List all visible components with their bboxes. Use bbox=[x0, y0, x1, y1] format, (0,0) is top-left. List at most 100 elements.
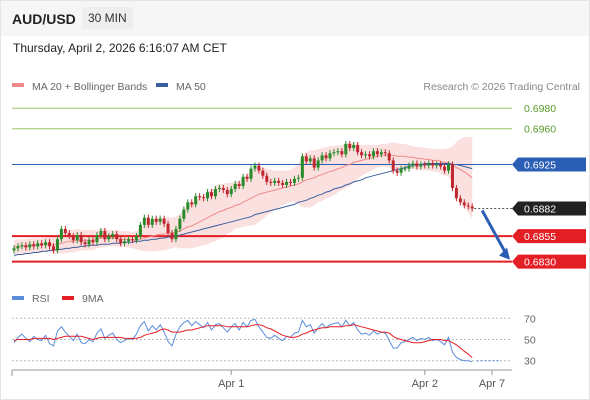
candle-body bbox=[127, 239, 131, 242]
candle-body bbox=[391, 160, 395, 171]
candle-body bbox=[411, 163, 415, 166]
forecast-arrow-shaft bbox=[480, 209, 508, 255]
candle bbox=[229, 185, 233, 198]
candle-body bbox=[304, 156, 308, 162]
candle-body bbox=[395, 170, 399, 173]
legend-label-0: MA 20 + Bollinger Bands bbox=[32, 81, 147, 93]
candle bbox=[210, 189, 213, 200]
candle-body bbox=[407, 165, 411, 169]
bollinger-band bbox=[14, 136, 473, 255]
candle-body bbox=[379, 152, 383, 155]
candle-body bbox=[182, 209, 186, 219]
candle bbox=[379, 149, 383, 158]
candle bbox=[198, 193, 202, 201]
candle-body bbox=[111, 234, 115, 237]
candle bbox=[450, 161, 454, 192]
candle-body bbox=[131, 239, 134, 241]
candle-body bbox=[269, 181, 273, 183]
legend-swatch-0 bbox=[12, 83, 24, 87]
candle bbox=[257, 162, 261, 174]
rsi-legend-swatch-1 bbox=[62, 296, 74, 300]
candle-body bbox=[285, 181, 289, 185]
candle bbox=[399, 165, 403, 176]
candle bbox=[340, 148, 344, 158]
candle-body bbox=[281, 182, 285, 185]
candle bbox=[20, 242, 24, 250]
candle bbox=[158, 215, 162, 225]
candle bbox=[423, 161, 427, 169]
candle bbox=[142, 214, 146, 228]
candle-body bbox=[368, 154, 371, 157]
candle bbox=[95, 232, 99, 246]
candle-body bbox=[83, 242, 87, 245]
candle bbox=[115, 230, 119, 243]
candle-body bbox=[36, 243, 40, 247]
candle-body bbox=[55, 239, 59, 251]
candle bbox=[131, 236, 134, 244]
candle bbox=[182, 206, 186, 222]
candle-body bbox=[150, 218, 154, 225]
candle-body bbox=[170, 233, 174, 240]
candle bbox=[443, 163, 447, 174]
rsi-tick-50: 50 bbox=[524, 335, 536, 347]
candle-body bbox=[154, 218, 158, 222]
candle bbox=[439, 161, 443, 170]
candle-body bbox=[371, 151, 375, 157]
candle bbox=[12, 245, 16, 254]
candle bbox=[300, 153, 304, 181]
candle-body bbox=[462, 202, 466, 206]
candle bbox=[296, 174, 300, 182]
candle bbox=[277, 177, 281, 186]
candle bbox=[63, 225, 67, 237]
candle-body bbox=[134, 236, 138, 241]
candle-body bbox=[423, 164, 427, 166]
ma50-line bbox=[13, 163, 473, 256]
candle-body bbox=[332, 152, 336, 154]
candle-body bbox=[253, 165, 257, 169]
candle bbox=[470, 203, 474, 212]
candle-body bbox=[115, 234, 119, 240]
candle-body bbox=[75, 235, 79, 241]
candle bbox=[237, 180, 241, 190]
candle-body bbox=[273, 180, 277, 183]
candle bbox=[162, 215, 166, 227]
candle bbox=[415, 160, 419, 170]
candle-body bbox=[292, 178, 296, 183]
candle-body bbox=[257, 165, 261, 171]
candle bbox=[75, 232, 79, 244]
legend-swatch-1 bbox=[156, 83, 168, 87]
candle-body bbox=[427, 163, 431, 166]
legend-label-1: MA 50 bbox=[176, 81, 206, 93]
x-tick-label-2: Apr 7 bbox=[479, 378, 505, 390]
candle bbox=[364, 151, 368, 159]
candle-body bbox=[103, 230, 107, 240]
last-price-shape bbox=[512, 201, 586, 216]
candle-body bbox=[265, 175, 269, 182]
candle bbox=[328, 150, 332, 162]
level-tag-0.6855: 0.6855 bbox=[512, 229, 586, 244]
candle-body bbox=[20, 245, 24, 247]
candle bbox=[245, 173, 249, 182]
candle-body bbox=[261, 170, 265, 176]
candle bbox=[190, 199, 194, 208]
watermark: Research © 2026 Trading Central bbox=[423, 81, 580, 93]
candle bbox=[324, 152, 328, 162]
candle-body bbox=[431, 163, 435, 166]
candle bbox=[99, 227, 103, 239]
symbol-title: AUD/USD bbox=[12, 11, 76, 27]
rsi-legend-label-0: RSI bbox=[32, 293, 50, 305]
candle-body bbox=[107, 236, 111, 240]
candle bbox=[356, 141, 360, 156]
candle bbox=[447, 161, 450, 174]
candle-body bbox=[466, 205, 470, 207]
level-tag-shape bbox=[512, 254, 586, 269]
candle bbox=[312, 155, 316, 171]
candle-body bbox=[194, 196, 198, 205]
price-legend: MA 20 + Bollinger Bands MA 50 bbox=[12, 81, 206, 93]
candle-body bbox=[316, 160, 320, 168]
candle bbox=[419, 161, 423, 170]
candle bbox=[407, 162, 411, 172]
candle bbox=[395, 167, 399, 176]
timeframe-badge[interactable]: 30 MIN bbox=[82, 7, 133, 29]
candle-body bbox=[190, 202, 194, 205]
